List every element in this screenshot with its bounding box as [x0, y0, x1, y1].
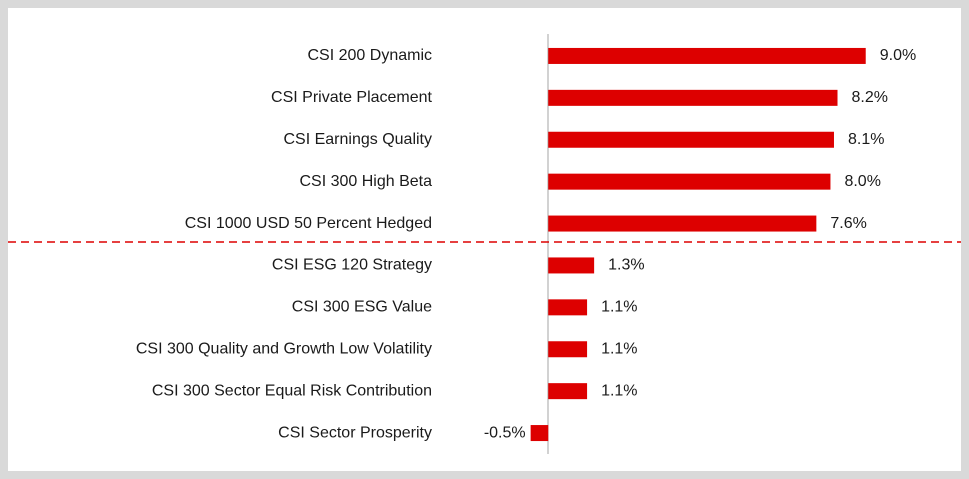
- bar: [530, 425, 549, 442]
- value-label: 1.1%: [601, 299, 637, 316]
- value-label: 1.1%: [601, 382, 637, 399]
- bar: [548, 257, 595, 274]
- category-label: CSI 300 High Beta: [299, 173, 432, 190]
- value-label: 8.2%: [852, 89, 888, 106]
- bar: [548, 89, 838, 106]
- value-label: 1.1%: [601, 340, 637, 357]
- value-label: 7.6%: [830, 215, 866, 232]
- bar: [548, 299, 588, 316]
- category-label: CSI Sector Prosperity: [278, 424, 432, 441]
- category-label: CSI 200 Dynamic: [308, 47, 433, 64]
- value-label: 9.0%: [880, 47, 916, 64]
- value-label: 8.0%: [844, 173, 880, 190]
- plot-background: [8, 8, 961, 471]
- value-label: -0.5%: [484, 424, 526, 441]
- category-label: CSI Earnings Quality: [283, 131, 432, 148]
- category-label: CSI 1000 USD 50 Percent Hedged: [185, 215, 432, 232]
- category-label: CSI 300 Quality and Growth Low Volatilit…: [136, 340, 432, 357]
- bar: [548, 47, 866, 64]
- value-label: 1.3%: [608, 257, 644, 274]
- bar: [548, 383, 588, 400]
- bar: [548, 215, 817, 232]
- category-label: CSI Private Placement: [271, 89, 433, 106]
- category-label: CSI 300 Sector Equal Risk Contribution: [152, 382, 432, 399]
- bar: [548, 131, 834, 148]
- bar: [548, 341, 588, 358]
- category-label: CSI 300 ESG Value: [292, 299, 432, 316]
- value-label: 8.1%: [848, 131, 884, 148]
- category-label: CSI ESG 120 Strategy: [272, 257, 432, 274]
- bar: [548, 173, 831, 190]
